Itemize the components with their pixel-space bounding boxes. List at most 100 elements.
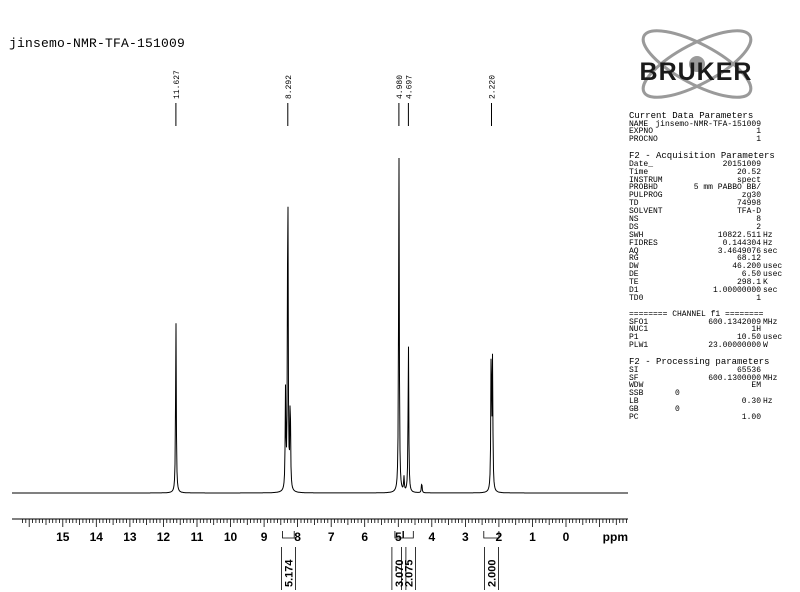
param-value: 10822.511 [717,230,761,240]
param-key: TE [629,278,639,288]
param-key: NUC1 [629,325,649,335]
param-key: NAME [629,119,649,129]
processing-section: F2 - Processing parameters SI 65536 SF 600.… [629,357,778,422]
param-row: D1 1.00000000 sec [629,287,777,295]
param-value: 68.12 [736,254,761,264]
param-row: PROBHD 5 mm PABBO BB/ [629,184,775,192]
param-value: 65536 [736,365,761,375]
param-row: SSB 0 [629,390,775,398]
param-key: DE [629,270,639,280]
param-unit: Hz [763,238,773,248]
param-unit: W [763,341,768,351]
integral-value: 3.070 [394,559,406,587]
param-key: Time [629,167,649,177]
peak-label: 2.220 [489,75,498,99]
param-row: TE 298.1 K [629,279,775,287]
x-tick-label: 5 [395,530,402,544]
x-tick-label: 10 [224,530,238,544]
param-key: WDW [629,381,644,391]
param-key: SOLVENT [629,207,663,217]
param-value: 0 [675,405,680,415]
spectrum-trace [12,157,628,494]
integral-value: 2.075 [404,559,416,587]
param-row: SWH 10822.511 Hz [629,230,775,240]
current-data-section: Current Data Parameters NAME jinsemo-NMR-… [629,112,775,144]
param-row: P1 10.50 usec [629,333,782,343]
param-row: NAME jinsemo-NMR-TFA-151009 [629,119,775,129]
x-tick-label: 7 [328,530,335,544]
x-tick-label: 1 [529,530,536,544]
param-value: 298.1 [736,278,761,288]
acquisition-section: F2 - Acquisition Parameters Date_ 2015100… [629,152,782,303]
param-value: 1H [751,325,761,335]
param-row: NS 8 [629,216,775,224]
x-tick-label: 13 [123,530,137,544]
integral-bracket [483,531,500,539]
param-key: SFO1 [629,317,649,327]
param-value: 6.50 [741,270,761,280]
param-unit: MHz [763,373,778,383]
acquisition-parameters-panel: Current Data Parameters NAME jinsemo-NMR-… [629,112,782,430]
param-key: SF [629,373,639,383]
param-key: PC [629,412,639,422]
x-axis-label: ppm [603,530,628,544]
x-tick-label: 15 [56,530,70,544]
param-row: EXPNO 1 [629,128,775,136]
param-row: RG 68.12 [629,255,775,263]
param-row: FIDRES 0.144304 Hz [629,238,775,248]
param-unit: sec [763,246,778,256]
peak-label: 4.697 [405,75,414,99]
param-value: 5 mm PABBO BB/ [693,183,761,193]
param-row: DW 46.200 usec [629,263,782,271]
param-key: SI [629,365,639,375]
param-key: PROBHD [629,183,658,193]
param-row: DE 6.50 usec [629,270,782,280]
integral-bracket [394,531,404,539]
param-unit: usec [763,270,783,280]
param-value: TFA-D [736,207,761,217]
param-row: SOLVENT TFA-D [629,208,775,216]
param-row: TD0 1 [629,294,775,303]
param-value: spect [736,175,761,185]
channel-header: ======== CHANNEL f1 ======== [629,309,764,319]
param-value: 600.1300000 [708,373,761,383]
param-key: P1 [629,333,639,343]
param-unit: usec [763,333,783,343]
param-key: LB [629,397,639,407]
param-value: 8 [756,214,761,224]
param-value: 3.4649076 [717,246,761,256]
x-tick-label: 4 [428,530,435,544]
x-tick-label: 9 [261,530,268,544]
param-key: INSTRUM [629,175,663,185]
channel-section: ======== CHANNEL f1 ======== SFO1 600.134… [629,309,782,350]
param-key: SWH [629,230,644,240]
param-unit: Hz [763,230,773,240]
param-row: SF 600.1300000 MHz [629,373,778,383]
current-data-header: Current Data Parameters [629,111,754,121]
param-key: SSB [629,389,644,399]
x-tick-label: 12 [157,530,171,544]
param-value: zg30 [741,191,761,201]
integral-value: 2.000 [486,559,498,587]
bruker-logo-text: BRUKER [639,58,753,86]
param-row: PROCNO 1 [629,136,775,144]
param-row: TD 74998 [629,200,775,208]
x-tick-label: 6 [361,530,368,544]
param-row: WDW EM [629,382,775,390]
param-value: 20151009 [722,159,761,169]
integral-bracket [403,531,414,539]
param-value: 1 [756,127,761,137]
param-key: RG [629,254,639,264]
param-unit: MHz [763,317,778,327]
bruker-logo-icon [641,29,753,99]
param-row: GB 0 [629,406,775,414]
param-row: PLW1 23.00000000 W [629,342,775,350]
processing-header: F2 - Processing parameters [629,357,770,368]
param-key: EXPNO [629,127,654,137]
param-row: AQ 3.4649076 sec [629,246,778,256]
param-value: 1 [756,135,761,145]
param-value: 20.52 [736,167,761,177]
x-tick-label: 14 [90,530,104,544]
param-key: Date_ [629,159,654,169]
